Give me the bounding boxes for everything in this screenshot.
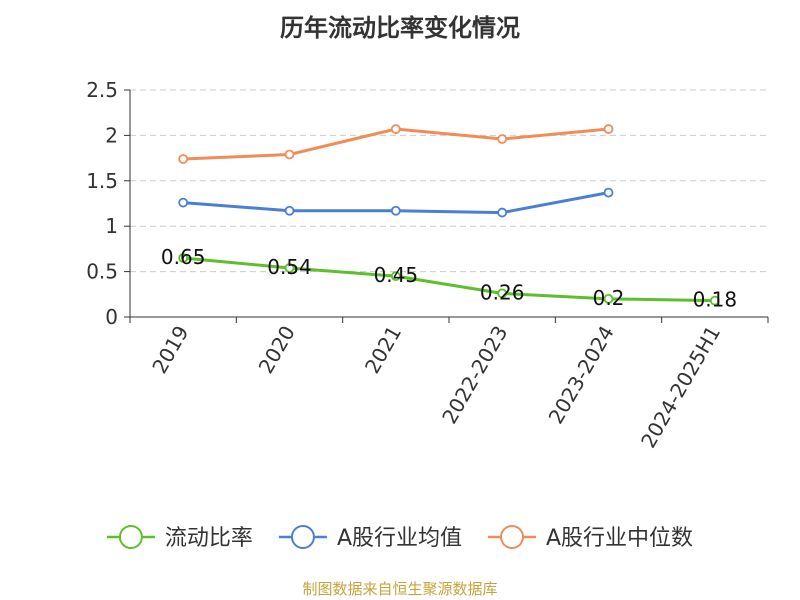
grid-layer bbox=[130, 89, 768, 273]
data-point bbox=[603, 187, 614, 198]
x-tick-label: 2021 bbox=[360, 322, 406, 378]
y-tick-label: 1.5 bbox=[86, 169, 118, 193]
data-point bbox=[603, 293, 614, 304]
data-point bbox=[390, 205, 401, 216]
data-label: 0.2 bbox=[593, 286, 625, 310]
chart-title: 历年流动比率变化情况 bbox=[280, 14, 520, 42]
x-tick-label: 2020 bbox=[254, 322, 300, 378]
legend-label: A股行业均值 bbox=[337, 526, 462, 551]
y-tick-label: 0.5 bbox=[86, 260, 118, 284]
legend-marker bbox=[290, 525, 315, 549]
data-point bbox=[603, 124, 614, 134]
data-point bbox=[284, 263, 295, 273]
data-point bbox=[284, 205, 295, 216]
data-point bbox=[497, 207, 508, 218]
legend-marker bbox=[500, 525, 525, 549]
data-label: 0.54 bbox=[267, 255, 312, 279]
data-point bbox=[497, 288, 508, 299]
x-tick-label: 2022-2023 bbox=[437, 321, 512, 427]
x-tick-label: 2023-2024 bbox=[544, 322, 619, 428]
data-label: 0.65 bbox=[161, 245, 206, 269]
data-label: 0.18 bbox=[693, 288, 738, 312]
x-tick-label: 2019 bbox=[147, 322, 193, 378]
legend-label: A股行业中位数 bbox=[546, 526, 693, 551]
series-line-0 bbox=[183, 256, 715, 303]
data-point bbox=[390, 271, 401, 282]
legend-item[interactable]: A股行业中位数 bbox=[488, 525, 693, 551]
data-label: 0.26 bbox=[480, 280, 525, 304]
data-point bbox=[284, 149, 295, 160]
source-note: 制图数据来自恒生聚源数据库 bbox=[302, 580, 498, 598]
data-point bbox=[178, 253, 189, 263]
legend: 流动比率 A股行业均值 A股行业中位数 bbox=[106, 525, 693, 551]
x-tick-label: 2024-2025H1 bbox=[636, 322, 725, 452]
data-label: 0.45 bbox=[374, 263, 419, 287]
series-layer bbox=[178, 124, 720, 306]
data-point bbox=[178, 197, 189, 208]
y-tick-label: 1 bbox=[105, 214, 118, 238]
data-point bbox=[709, 295, 720, 306]
legend-item[interactable]: 流动比率 bbox=[106, 525, 253, 551]
legend-item[interactable]: A股行业均值 bbox=[278, 525, 462, 551]
data-point bbox=[178, 154, 189, 164]
data-point bbox=[497, 134, 508, 144]
legend-label: 流动比率 bbox=[165, 526, 253, 551]
data-label-layer: 0.65 0.54 0.45 0.26 0.2 0.18 bbox=[161, 245, 737, 312]
y-tick-label: 2.5 bbox=[86, 78, 118, 102]
legend-marker bbox=[118, 525, 143, 549]
y-tick-label: 0 bbox=[105, 305, 118, 329]
data-point bbox=[390, 124, 401, 134]
y-tick-label: 2 bbox=[105, 123, 118, 147]
